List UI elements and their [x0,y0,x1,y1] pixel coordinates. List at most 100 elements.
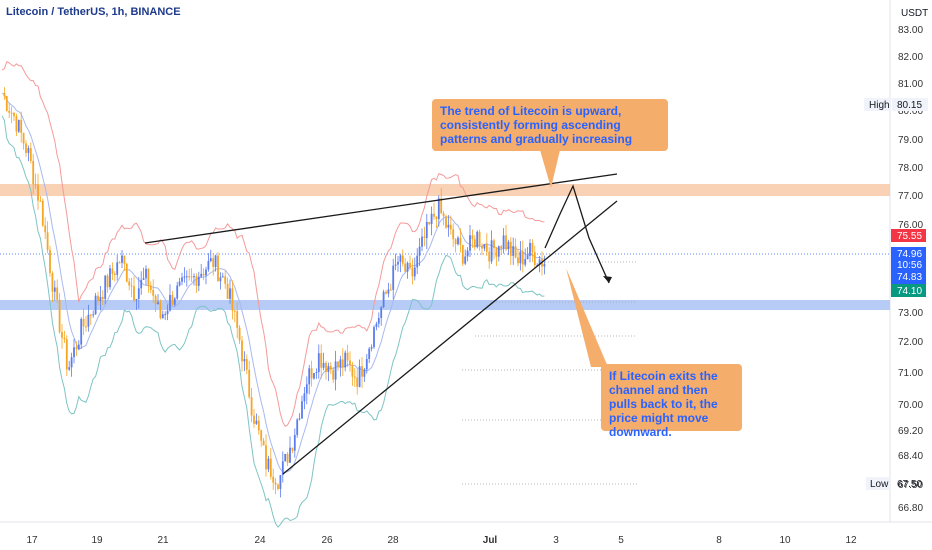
candle-body [89,314,92,316]
candle-body [207,261,210,270]
candle-body [219,277,222,282]
candle-body [303,393,306,402]
symbol-title[interactable]: Litecoin / TetherUS, 1h, BINANCE [6,6,181,18]
candle-body [543,263,546,267]
support-zone [0,300,890,310]
candle-body [500,246,503,249]
blue-price-tag-value-2: 74.83 [897,272,922,283]
candle-body [317,353,320,373]
green-price-tag-text: 74.10 [897,286,922,297]
candle-body [418,246,421,256]
candle-body [181,277,183,282]
candle-body [538,259,541,265]
candle-body [274,482,277,485]
y-tick-label: 72.00 [898,337,923,348]
bottom-callout: If Litecoin exits the channel and then p… [601,364,742,439]
candle-body [423,236,426,238]
y-tick-label: 71.00 [898,368,923,379]
candle-body [104,275,107,300]
top-callout-pointer [540,150,560,188]
candle-body [149,285,152,291]
candle-body [135,298,138,301]
lower-band [1,115,545,528]
candle-body [27,148,30,153]
candle-body [521,251,524,265]
candle-body [493,240,495,249]
candle-body [75,347,78,350]
candle-body [250,397,253,416]
upper-trendline[interactable] [144,173,618,244]
candle-body [387,289,390,294]
candle-body [73,347,75,358]
y-tick-label: 66.80 [898,503,923,514]
level-lines [462,261,637,485]
candle-body [154,295,157,305]
lower-trendline[interactable] [282,200,618,475]
candle-body [291,447,294,451]
candle-body [257,420,260,431]
candle-body [231,288,234,311]
candle-body [356,377,359,387]
candle-body [15,116,18,132]
candle-body [471,235,474,240]
candle-body [353,376,356,378]
candle-body [159,302,162,319]
candle-body [505,235,507,250]
candle-body [44,225,47,233]
y-tick-label: 68.40 [898,451,923,462]
upper-band [1,60,545,428]
candle-body [58,299,61,333]
candle-body [265,445,267,470]
candle-body [272,476,275,483]
candle-body [502,235,505,249]
candle-body [13,112,15,117]
candle-body [157,302,159,305]
candle-body [421,236,423,247]
candle-body [409,262,411,268]
candle-body [305,384,308,394]
y-tick-label: 70.00 [898,400,923,411]
candle-body [25,143,27,153]
candle-body [533,252,536,265]
candle-body [298,418,301,420]
candle-body [221,276,224,278]
y-tick-label: 83.00 [898,25,923,36]
candle-body [5,96,8,111]
candle-body [425,221,428,238]
candle-body [109,268,111,288]
candle-body [377,318,380,324]
candle-body [334,361,337,380]
candle-body [466,250,469,257]
candle-body [209,258,212,262]
projection-path[interactable] [544,184,610,284]
candle-body [488,251,491,262]
candle-body [461,244,464,264]
candle-body [497,246,500,257]
candle-body [77,344,80,350]
candle-body [296,419,299,435]
candle-body [437,198,440,220]
candle-body [10,112,13,114]
candle-body [53,287,56,292]
candle-body [473,239,476,248]
candle-body [243,359,246,362]
candle-body [373,327,375,348]
low-marker: Low 67.50 [866,477,922,490]
candle-body [255,420,258,424]
candle-body [169,294,171,311]
x-tick-label: 5 [618,535,624,546]
candle-body [337,361,339,368]
currency-label[interactable]: USDT [901,8,928,19]
candle-body [365,358,368,370]
candle-body [457,237,459,245]
candle-body [509,241,512,256]
candle-body [512,246,515,256]
candle-body [140,279,143,289]
candle-body [190,276,193,278]
candle-body [116,262,119,275]
candle-body [401,255,404,264]
candle-body [308,368,311,385]
candle-body [142,278,145,280]
candle-body [8,110,11,113]
